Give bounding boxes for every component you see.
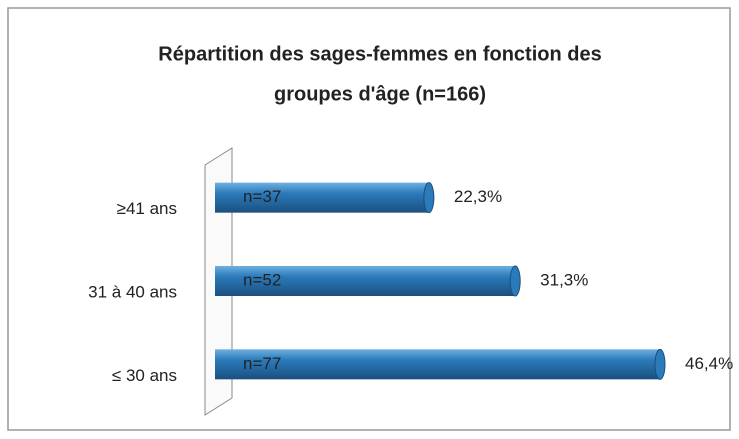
bar-cap (654, 348, 666, 380)
bar-cap (423, 182, 435, 214)
y-tick-label: ≥41 ans (117, 199, 177, 218)
bar (215, 266, 516, 296)
y-tick-label: 31 à 40 ans (88, 282, 177, 301)
value-label: 46,4% (685, 354, 733, 373)
bar-count-label: n=37 (243, 187, 281, 206)
chart-title: Répartition des sages-femmes en fonction… (158, 43, 601, 65)
value-label: 22,3% (454, 187, 502, 206)
bar-count-label: n=52 (243, 270, 281, 289)
chart-subtitle: groupes d'âge (n=166) (274, 83, 486, 105)
value-label: 31,3% (540, 270, 588, 289)
bar (215, 349, 660, 380)
bar-count-label: n=77 (243, 354, 281, 373)
bar-cap (509, 265, 521, 297)
y-tick-label: ≤ 30 ans (112, 366, 177, 385)
bar (215, 182, 429, 213)
